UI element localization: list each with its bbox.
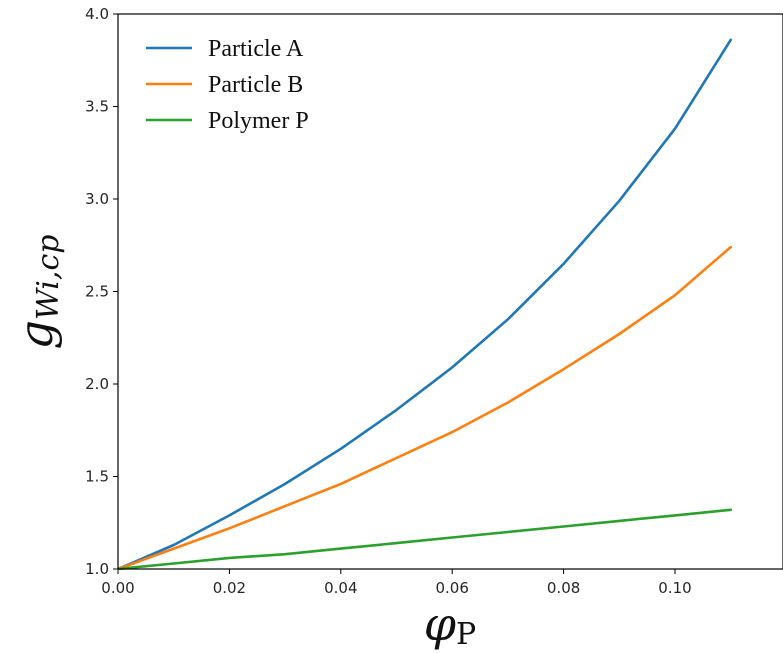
x-tick-label: 0.00: [101, 579, 134, 597]
x-tick-label: 0.06: [435, 579, 468, 597]
series-line-3: [116, 508, 733, 571]
y-tick-label: 4.0: [85, 5, 109, 23]
y-tick-label: 2.0: [85, 375, 109, 393]
x-tick-label: 0.08: [547, 579, 580, 597]
y-tick-label: 1.5: [85, 468, 109, 486]
x-tick-label: 0.02: [213, 579, 246, 597]
y-tick-label: 1.0: [85, 560, 109, 578]
plot-frame: [117, 13, 783, 570]
legend-label-3: Polymer P: [208, 108, 309, 134]
y-axis-label: gWi,cp: [9, 235, 66, 350]
series-line-1: [116, 38, 733, 571]
x-axis-label: φP: [424, 597, 476, 652]
series-line-2: [116, 245, 733, 571]
y-tick-label: 3.5: [85, 98, 109, 116]
y-tick-label: 3.0: [85, 190, 109, 208]
legend-label-2: Particle B: [208, 72, 303, 98]
legend-label-1: Particle A: [208, 36, 304, 62]
x-tick-label: 0.04: [324, 579, 357, 597]
x-tick-label: 0.10: [658, 579, 691, 597]
y-tick-label: 2.5: [85, 283, 109, 301]
